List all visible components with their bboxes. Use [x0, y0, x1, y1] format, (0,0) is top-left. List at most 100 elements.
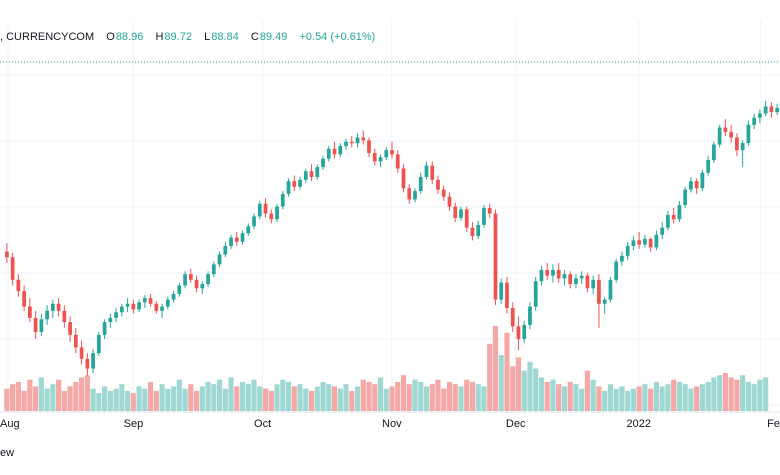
candle-body	[597, 279, 601, 304]
candle-body	[263, 203, 268, 214]
volume-bar	[234, 386, 240, 411]
candle-body	[326, 148, 331, 159]
volume-bar	[165, 388, 171, 411]
candle-body	[562, 274, 567, 279]
volume-bar	[176, 379, 182, 411]
candle-body	[436, 179, 440, 190]
volume-bar	[377, 377, 384, 411]
candle-body	[556, 269, 561, 279]
volume-bar	[653, 381, 660, 411]
candle-body	[10, 257, 15, 280]
volume-bar	[613, 388, 619, 411]
candle-body	[717, 127, 722, 145]
candle-body	[165, 299, 170, 307]
volume-bar	[199, 386, 205, 411]
candle-body	[73, 334, 78, 348]
volume-bar	[303, 388, 309, 411]
candle-body	[401, 168, 406, 189]
volume-bar	[590, 379, 596, 411]
volume-bar	[412, 379, 418, 411]
candle-body	[102, 322, 107, 335]
volume-bar	[671, 379, 677, 411]
candle-body	[160, 306, 164, 311]
candle-body	[200, 284, 205, 289]
volume-bar	[228, 377, 234, 411]
candle-body	[142, 298, 147, 303]
candle-body	[240, 233, 245, 242]
x-tick-label: Nov	[382, 418, 402, 430]
candle-body	[27, 306, 32, 318]
candle-body	[775, 107, 779, 113]
volume-bar	[602, 390, 608, 411]
volume-bar	[33, 386, 39, 411]
symbol-legend: , CURRENCYCOM O88.96 H89.72 L88.84 C89.4…	[0, 31, 376, 47]
volume-bar	[383, 388, 389, 411]
candle-body	[5, 251, 9, 258]
high-label: H	[155, 31, 164, 43]
candle-body	[315, 167, 320, 177]
volume-bar	[297, 384, 303, 411]
candle-body	[712, 144, 716, 161]
volume-bar	[308, 390, 315, 411]
candle-body	[441, 189, 446, 197]
candle-body	[355, 137, 360, 144]
candle-body	[660, 227, 665, 235]
candle-body	[148, 298, 153, 304]
volume-bar	[636, 386, 642, 411]
candle-body	[689, 181, 693, 190]
candle-body	[430, 165, 435, 180]
volume-bar	[734, 379, 740, 411]
volume-bar	[159, 384, 165, 411]
volume-bar	[153, 390, 159, 411]
volume-bar	[326, 384, 332, 411]
candle-body	[378, 157, 383, 162]
close-label: C	[250, 31, 259, 43]
candle-body	[499, 282, 504, 300]
volume-bar	[481, 386, 487, 411]
footer-text[interactable]: ew	[0, 447, 15, 459]
volume-bar	[389, 386, 395, 411]
candle-body	[579, 275, 584, 279]
volume-bar	[498, 355, 504, 411]
candle-body	[131, 303, 136, 310]
candle-body	[91, 353, 95, 369]
candle-body	[56, 303, 61, 311]
candle-body	[516, 326, 521, 340]
candle-body	[229, 237, 233, 247]
candle-body	[671, 214, 676, 220]
volume-bar	[291, 386, 297, 411]
volume-bar	[418, 381, 424, 411]
volume-bar	[763, 377, 769, 411]
volume-bar	[648, 388, 654, 411]
volume-bar	[285, 381, 292, 411]
candle-body	[39, 319, 44, 332]
volume-bar	[694, 386, 700, 411]
candle-body	[740, 143, 745, 151]
candle-body	[539, 269, 544, 282]
volume-bar	[533, 368, 539, 411]
volume-bar	[50, 384, 56, 411]
volume-bar	[406, 384, 412, 411]
volume-bar	[452, 384, 458, 411]
volume-bar	[751, 384, 757, 411]
candle-body	[257, 203, 262, 217]
candle-body	[637, 240, 642, 245]
volume-bar	[717, 375, 723, 411]
volume-bar	[429, 384, 435, 411]
candle-body	[510, 308, 515, 327]
volume-bar	[73, 381, 79, 411]
candle-body	[188, 274, 193, 280]
candle-body	[114, 312, 118, 318]
candle-body	[22, 291, 26, 307]
candle-body	[85, 358, 90, 369]
open-value: 88.96	[115, 31, 144, 43]
volume-bar	[366, 381, 372, 411]
volume-bar	[475, 384, 481, 411]
volume-bar	[579, 388, 585, 411]
volume-bar	[188, 384, 194, 411]
volume-bar	[745, 381, 751, 411]
volume-bar	[245, 384, 251, 411]
candle-body	[677, 205, 682, 220]
